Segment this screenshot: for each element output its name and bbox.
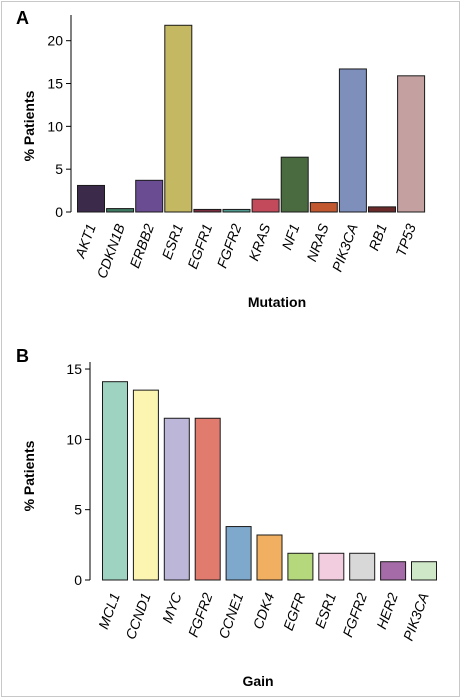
x-tick-label: AKT1 (71, 222, 98, 261)
y-tick-label: 5 (74, 502, 82, 518)
y-tick-label: 15 (47, 76, 63, 92)
x-tick-label: RB1 (365, 222, 389, 253)
x-tick-label: PIK3CA (400, 591, 432, 643)
y-tick-label: 20 (47, 33, 63, 49)
x-tick-label: HER2 (373, 590, 401, 631)
bar-fgfr2 (349, 552, 376, 581)
bar-erbb2 (135, 179, 164, 213)
x-tick-label: CDK4 (250, 590, 278, 631)
bar-cdkn1b (106, 208, 135, 213)
bar-nf1 (280, 156, 309, 213)
x-tick-label: NRAS (303, 221, 332, 264)
x-tick-label: EGFR (280, 591, 308, 633)
y-tick-label: 15 (66, 361, 82, 377)
x-tick-label: FGFR2 (339, 590, 370, 639)
bar-fgfr2 (222, 208, 251, 213)
y-axis-label-b: % Patients (21, 440, 37, 511)
x-tick-label: ESR1 (159, 222, 187, 262)
bar-esr1 (318, 552, 345, 581)
y-tick-label: 0 (55, 204, 63, 220)
panel-letter-a: A (16, 8, 29, 28)
x-tick-label: CCNE1 (215, 591, 246, 641)
x-tick-label: NF1 (278, 222, 302, 252)
chart-a: A % Patients Mutation 0 5 10 15 20 AKT1CDKN1B… (16, 8, 426, 310)
bar-mcl1 (102, 381, 128, 581)
x-tick-label: PIK3CA (329, 222, 361, 274)
bar-myc (163, 417, 190, 581)
y-tick-label: 10 (47, 118, 63, 134)
bar-ccne1 (225, 526, 252, 581)
bar-fgfr2 (194, 417, 221, 581)
y-axis-label-a: % Patients (21, 90, 37, 161)
bar-esr1 (164, 24, 193, 213)
bar-rb1 (368, 206, 396, 213)
x-tick-label: TP53 (392, 221, 419, 258)
x-tick-label: ERBB2 (126, 221, 157, 270)
bar-nras (309, 202, 338, 213)
x-tick-label: FGFR2 (214, 221, 245, 270)
y-tick-label: 5 (55, 161, 63, 177)
bar-her2 (380, 561, 407, 581)
x-tick-label: ESR1 (312, 591, 340, 631)
panel-letter-b: B (16, 346, 29, 366)
bar-pik3ca (411, 561, 437, 581)
x-tick-label: MCL1 (95, 591, 123, 632)
bar-pik3ca (338, 68, 367, 213)
x-axis-label-a: Mutation (248, 294, 306, 310)
x-tick-label: EGFR1 (184, 222, 215, 271)
x-tick-label: MYC (159, 590, 185, 626)
bar-egfr1 (193, 208, 222, 213)
bar-ccnd1 (132, 389, 159, 581)
y-tick-label: 0 (74, 572, 82, 588)
bar-kras (251, 198, 280, 213)
x-tick-label: FGFR2 (185, 590, 216, 639)
bar-egfr (287, 552, 314, 581)
x-axis-label-b: Gain (242, 673, 273, 689)
x-tick-label: CDKN1B (93, 222, 127, 281)
x-tick-label: CCND1 (122, 591, 154, 642)
bar-akt1 (77, 184, 105, 213)
bar-cdk4 (256, 534, 283, 581)
x-tick-label: KRAS (245, 221, 273, 263)
bar-tp53 (397, 75, 426, 213)
y-tick-label: 10 (66, 431, 82, 447)
